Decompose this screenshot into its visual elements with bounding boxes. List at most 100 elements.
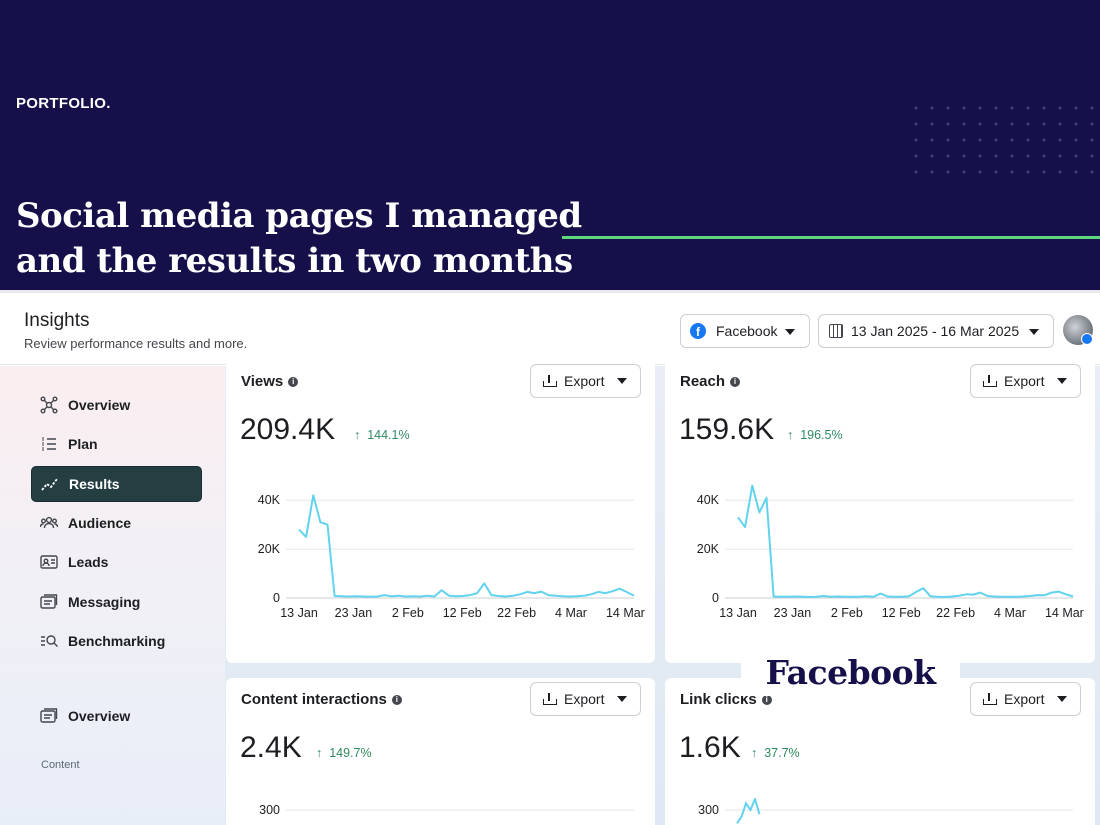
- dot-pattern: [908, 100, 1100, 180]
- info-icon[interactable]: i: [761, 694, 772, 705]
- insights-header: Insights Review performance results and …: [0, 293, 1100, 365]
- sidebar-item-overview[interactable]: Overview: [31, 387, 202, 423]
- sidebar-item-label: Messaging: [68, 594, 141, 610]
- x-tick-label: 4 Mar: [555, 606, 587, 620]
- download-icon: [543, 375, 557, 387]
- x-tick-label: 14 Mar: [606, 606, 645, 620]
- platform-select[interactable]: f Facebook: [680, 314, 810, 348]
- benchmark-icon: [39, 632, 59, 650]
- views-chart: 0 20K 40K 13 Jan 23 Jan 2 Feb 12 Feb 22 Feb 4 Ma…: [258, 493, 645, 620]
- sidebar-item-plan[interactable]: Plan: [31, 426, 202, 462]
- y-tick-label: 300: [259, 803, 280, 817]
- metric-value: 2.4K: [240, 731, 302, 764]
- page-title: Insights: [24, 310, 90, 331]
- card-views: Views i Export 209.4K ↑ 144.1% 0 20K 40K 13 …: [226, 360, 655, 663]
- y-tick-label: 0: [273, 591, 280, 605]
- chevron-down-icon: [617, 378, 627, 384]
- y-tick-label: 0: [712, 591, 719, 605]
- sidebar: Overview Plan Results Audience Leads: [0, 366, 225, 825]
- info-icon[interactable]: i: [288, 376, 299, 387]
- metric-value: 1.6K: [679, 731, 741, 764]
- card-link-clicks: Link clicks i Export 1.6K ↑ 37.7% 300: [665, 678, 1095, 825]
- y-tick-label: 20K: [258, 542, 281, 556]
- sidebar-item-label: Overview: [68, 708, 131, 724]
- x-tick-label: 23 Jan: [774, 606, 812, 620]
- sidebar-section-content: Content: [41, 759, 80, 771]
- sidebar-item-label: Overview: [68, 397, 131, 413]
- headline-line-2: and the results in two months: [16, 241, 573, 281]
- chevron-down-icon: [1057, 378, 1067, 384]
- network-icon: [39, 396, 59, 414]
- list-icon: [39, 435, 59, 453]
- y-tick-label: 300: [698, 803, 719, 817]
- sidebar-item-content-overview[interactable]: Overview: [31, 698, 202, 734]
- sidebar-item-benchmarking[interactable]: Benchmarking: [31, 623, 202, 659]
- metric-value: 209.4K: [240, 413, 336, 446]
- x-tick-label: 13 Jan: [719, 606, 757, 620]
- trend-icon: [40, 475, 60, 493]
- export-button[interactable]: Export: [970, 364, 1081, 398]
- facebook-badge-icon: [1081, 333, 1093, 345]
- content-interactions-chart: 300: [259, 803, 634, 817]
- sidebar-item-label: Audience: [68, 515, 132, 531]
- people-icon: [39, 514, 59, 532]
- brand-logo: PORTFOLIO.: [16, 95, 111, 112]
- metric-delta: ↑ 149.7%: [316, 746, 372, 760]
- download-icon: [543, 693, 557, 705]
- sidebar-item-label: Benchmarking: [68, 633, 166, 649]
- platform-select-label: Facebook: [716, 323, 778, 339]
- date-range-label: 13 Jan 2025 - 16 Mar 2025: [851, 323, 1020, 339]
- date-range-select[interactable]: 13 Jan 2025 - 16 Mar 2025: [818, 314, 1054, 348]
- page-subtitle: Review performance results and more.: [24, 336, 248, 351]
- y-tick-label: 40K: [258, 493, 281, 507]
- sidebar-item-messaging[interactable]: Messaging: [31, 584, 202, 620]
- export-button[interactable]: Export: [530, 364, 641, 398]
- info-icon[interactable]: i: [391, 694, 402, 705]
- content-icon: [39, 707, 59, 725]
- chevron-down-icon: [785, 329, 795, 335]
- insights-panel: Insights Review performance results and …: [0, 290, 1100, 825]
- card-content-interactions: Content interactions i Export 2.4K ↑ 149.…: [226, 678, 655, 825]
- series-line: [736, 798, 761, 824]
- card-title: Views i: [241, 373, 299, 390]
- x-tick-label: 2 Feb: [831, 606, 863, 620]
- results-content: Views i Export 209.4K ↑ 144.1% 0 20K 40K 13 …: [225, 360, 1100, 825]
- chevron-down-icon: [617, 696, 627, 702]
- card-title: Reach i: [680, 373, 741, 390]
- sidebar-item-results[interactable]: Results: [31, 466, 202, 502]
- y-tick-label: 40K: [697, 493, 720, 507]
- card-title: Content interactions i: [241, 691, 402, 708]
- link-clicks-chart: 300: [698, 798, 1073, 824]
- sidebar-item-audience[interactable]: Audience: [31, 505, 202, 541]
- card-title: Link clicks i: [680, 691, 772, 708]
- metric-value: 159.6K: [679, 413, 775, 446]
- info-icon[interactable]: i: [730, 376, 741, 387]
- export-button[interactable]: Export: [530, 682, 641, 716]
- x-tick-label: 12 Feb: [443, 606, 482, 620]
- chevron-down-icon: [1029, 329, 1039, 335]
- series-line: [737, 484, 1074, 598]
- download-icon: [983, 693, 997, 705]
- x-tick-label: 22 Feb: [497, 606, 536, 620]
- sidebar-item-label: Plan: [68, 436, 98, 452]
- reach-chart: 0 20K 40K 13 Jan 23 Jan 2 Feb 12 Feb 22 Feb 4 Ma…: [697, 484, 1084, 620]
- x-tick-label: 23 Jan: [335, 606, 373, 620]
- x-tick-label: 12 Feb: [882, 606, 921, 620]
- metric-delta: ↑ 196.5%: [787, 428, 843, 442]
- facebook-overlay-label: Facebook: [741, 650, 960, 696]
- accent-line: [562, 236, 1100, 239]
- x-tick-label: 4 Mar: [994, 606, 1026, 620]
- chevron-down-icon: [1057, 696, 1067, 702]
- facebook-icon: f: [690, 323, 706, 339]
- card-reach: Reach i Export 159.6K ↑ 196.5% 0 20K 40K 13 …: [665, 360, 1095, 663]
- sidebar-item-label: Leads: [68, 554, 109, 570]
- export-button[interactable]: Export: [970, 682, 1081, 716]
- x-tick-label: 2 Feb: [392, 606, 424, 620]
- sidebar-item-leads[interactable]: Leads: [31, 544, 202, 580]
- sidebar-item-label: Results: [69, 476, 120, 492]
- banner: PORTFOLIO. Social media pages I managed …: [0, 0, 1100, 290]
- headline-line-1: Social media pages I managed: [16, 196, 582, 236]
- series-line: [298, 494, 635, 598]
- x-tick-label: 13 Jan: [280, 606, 318, 620]
- id-card-icon: [39, 553, 59, 571]
